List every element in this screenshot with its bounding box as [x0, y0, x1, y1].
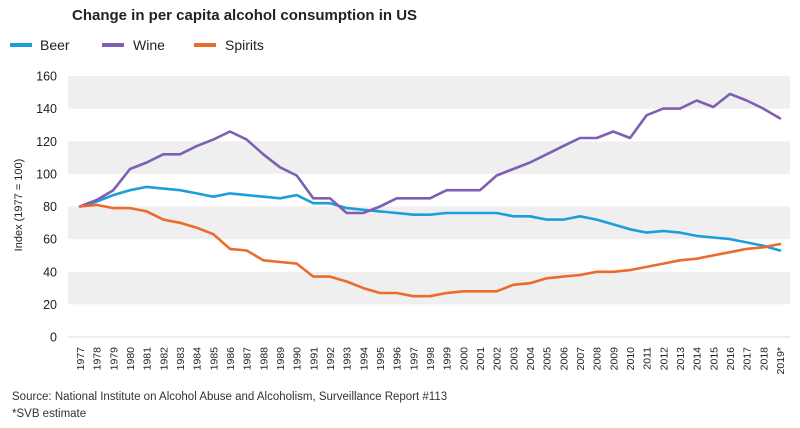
y-axis-ticks: 0 20 40 60 80 100 120 140 160	[36, 70, 57, 345]
x-tick-label: 2017	[742, 347, 754, 371]
x-tick-label: 1985	[208, 347, 220, 371]
x-tick-label: 1991	[308, 347, 320, 371]
series-line-beer	[78, 185, 782, 252]
y-tick-label: 60	[43, 233, 57, 247]
x-tick-label: 1995	[375, 347, 387, 371]
x-tick-label: 2004	[525, 347, 537, 371]
x-tick-label: 2008	[592, 347, 604, 371]
x-tick-label: 1997	[408, 347, 420, 371]
x-tick-label: 1982	[158, 347, 170, 371]
y-tick-label: 140	[36, 102, 57, 116]
x-tick-label: 2012	[658, 347, 670, 371]
x-tick-label: 2007	[575, 347, 587, 371]
x-tick-label: 1980	[125, 347, 137, 371]
x-tick-label: 2010	[625, 347, 637, 371]
legend-label-wine: Wine	[133, 37, 165, 53]
y-tick-label: 20	[43, 298, 57, 312]
x-tick-label: 1981	[142, 347, 154, 371]
x-tick-label: 1999	[442, 347, 454, 371]
x-tick-label: 1989	[275, 347, 287, 371]
x-tick-label: 1990	[292, 347, 304, 371]
x-tick-label: 2006	[558, 347, 570, 371]
x-tick-label: 2000	[458, 347, 470, 371]
legend: Beer Wine Spirits	[10, 37, 264, 53]
x-tick-label: 2001	[475, 347, 487, 371]
x-tick-label: 2002	[492, 347, 504, 371]
x-tick-label: 2011	[642, 347, 654, 370]
source-note: Source: National Institute on Alcohol Ab…	[12, 391, 447, 403]
x-tick-label: 1984	[192, 347, 204, 371]
x-tick-label: 2014	[692, 347, 704, 371]
y-tick-label: 0	[50, 331, 57, 345]
x-tick-label: 2018	[758, 347, 770, 371]
y-tick-label: 120	[36, 135, 57, 149]
y-tick-label: 80	[43, 200, 57, 214]
x-axis-ticks: 1977 1978 1979 1980 1981 1982 1983 1984 1985 1986…	[75, 347, 787, 375]
x-tick-label: 1993	[342, 347, 354, 371]
chart-title: Change in per capita alcohol consumption…	[72, 7, 417, 24]
grid-bands	[68, 76, 790, 338]
grid-band	[68, 206, 790, 240]
x-tick-label: 2009	[608, 347, 620, 371]
y-tick-label: 100	[36, 167, 57, 181]
x-tick-label: 2019*	[775, 347, 787, 374]
x-tick-label: 1998	[425, 347, 437, 371]
x-tick-label: 1996	[392, 347, 404, 371]
y-tick-label: 160	[36, 70, 57, 84]
series-lines	[78, 92, 782, 298]
x-tick-label: 2016	[725, 347, 737, 371]
y-tick-label: 40	[43, 265, 57, 279]
x-tick-label: 1977	[75, 347, 87, 371]
legend-label-beer: Beer	[40, 37, 70, 53]
legend-label-spirits: Spirits	[225, 37, 264, 53]
grid-band	[68, 271, 790, 305]
x-tick-label: 1978	[92, 347, 104, 371]
x-tick-label: 1979	[108, 347, 120, 371]
grid-band	[68, 141, 790, 174]
x-tick-label: 1994	[358, 347, 370, 371]
x-tick-label: 2015	[708, 347, 720, 371]
x-tick-label: 1992	[325, 347, 337, 371]
x-tick-label: 2013	[675, 347, 687, 371]
x-tick-label: 1986	[225, 347, 237, 371]
y-axis-label: Index (1977 = 100)	[13, 159, 25, 252]
x-tick-label: 1987	[242, 347, 254, 371]
footnote: *SVB estimate	[12, 408, 86, 420]
series-line-wine	[78, 92, 782, 215]
grid-band	[68, 76, 790, 109]
x-tick-label: 2005	[542, 347, 554, 371]
x-tick-label: 2003	[508, 347, 520, 371]
series-line-spirits	[78, 203, 782, 298]
x-tick-label: 1988	[258, 347, 270, 371]
x-tick-label: 1983	[175, 347, 187, 371]
